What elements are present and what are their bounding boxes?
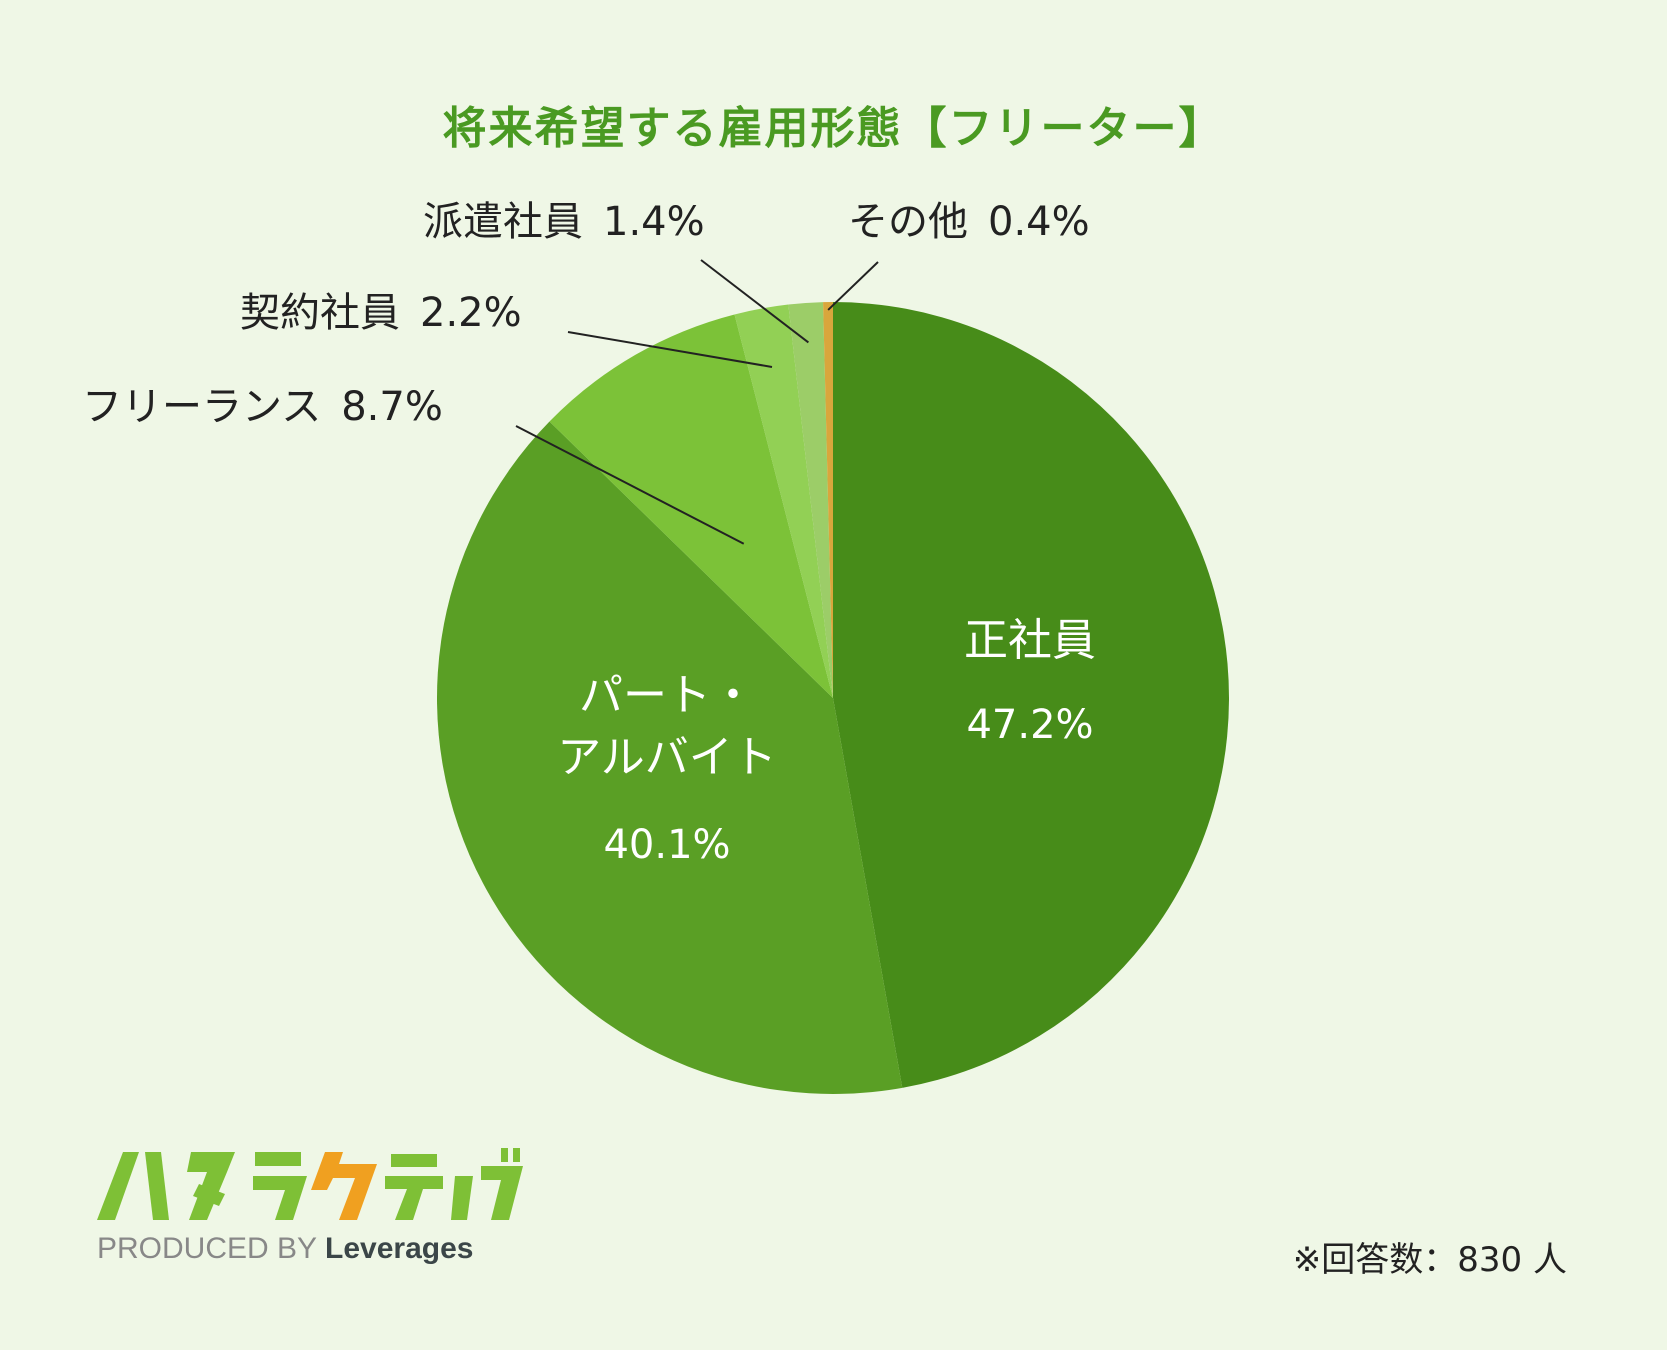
pie-slice-3 (549, 314, 833, 698)
produced-by-text: PRODUCED BY (97, 1232, 318, 1265)
slice-label-4: 契約社員 2.2% (240, 290, 522, 336)
logo-glyph-bu (481, 1148, 523, 1220)
hataractive-logo (97, 1148, 523, 1220)
chart-title: 将来希望する雇用形態【フリーター】 (442, 103, 1225, 154)
pie-slice-1 (833, 302, 1229, 1088)
slice-label-3: フリーランス 8.7% (82, 384, 443, 430)
logo-glyph-ha (97, 1152, 169, 1220)
slice-label-2: アルバイト (557, 732, 777, 783)
logo-glyph-ku (311, 1152, 377, 1220)
leader-line-4 (567, 331, 773, 368)
pie-slice-5 (788, 302, 833, 698)
company-name: Leverages (325, 1232, 474, 1265)
leader-line-5 (700, 259, 809, 344)
respondent-count-note: ※回答数：830 人 (1292, 1240, 1567, 1280)
logo-glyph-ra (253, 1152, 307, 1220)
slice-label-6: その他 0.4% (848, 199, 1090, 245)
slice-labels: 正社員 47.2% パート・アルバイト 40.1% フリーランス 8.7% 契約社員 2.… (82, 199, 1096, 868)
logo-glyph-ta (187, 1152, 235, 1220)
brand-credit: PRODUCED BY Leverages (97, 1232, 473, 1266)
slice-label-2: パート・ (579, 670, 755, 721)
slice-label-1: 正社員 (964, 615, 1096, 666)
logo-glyph-i (451, 1176, 473, 1220)
pie-slice-6 (823, 302, 833, 698)
pie-slice-4 (734, 304, 833, 698)
leader-line-6 (827, 261, 879, 311)
slice-value-label-2: 40.1% (603, 822, 730, 868)
leader-lines (515, 259, 879, 545)
leader-line-3 (515, 425, 745, 545)
logo-glyph-te (385, 1154, 443, 1220)
pie-slice-2 (437, 421, 903, 1094)
slice-value-label-1: 47.2% (966, 702, 1093, 748)
pie-slices (437, 302, 1229, 1094)
slice-label-5: 派遣社員 1.4% (423, 199, 705, 245)
